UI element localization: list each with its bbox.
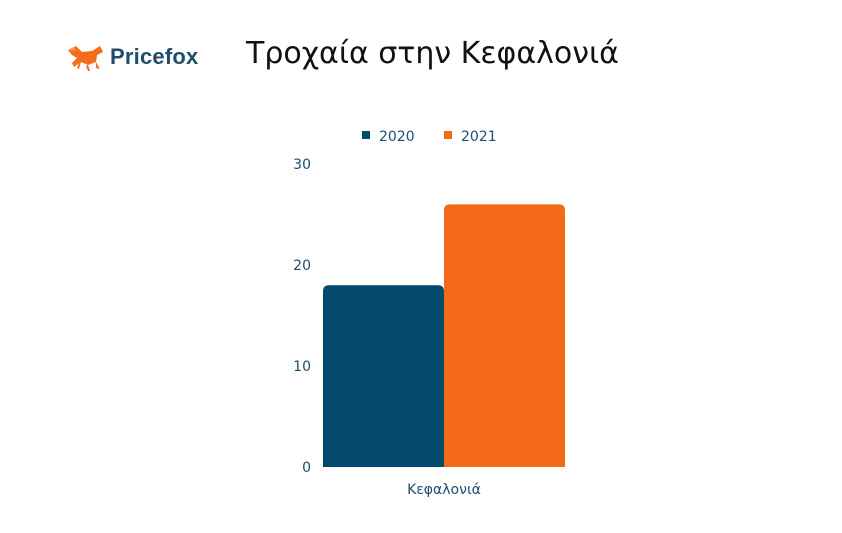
y-tick-label: 10 xyxy=(293,359,311,375)
y-tick-label: 20 xyxy=(293,258,311,274)
legend-label-2020: 2020 xyxy=(379,129,415,145)
legend-swatch-2020 xyxy=(362,131,370,139)
bar-2021 xyxy=(444,204,565,467)
brand-name: Pricefox xyxy=(110,44,199,69)
legend-swatch-2021 xyxy=(444,131,452,139)
y-tick-label: 0 xyxy=(302,460,311,476)
x-tick-label: Κεφαλονιά xyxy=(407,482,481,498)
chart-title: Τροχαία στην Κεφαλονιά xyxy=(246,36,619,71)
pricefox-logo: Pricefox xyxy=(66,40,198,74)
legend-label-2021: 2021 xyxy=(461,129,497,145)
y-tick-label: 30 xyxy=(293,157,311,173)
fox-icon xyxy=(68,46,103,71)
bar-2020 xyxy=(323,285,444,467)
